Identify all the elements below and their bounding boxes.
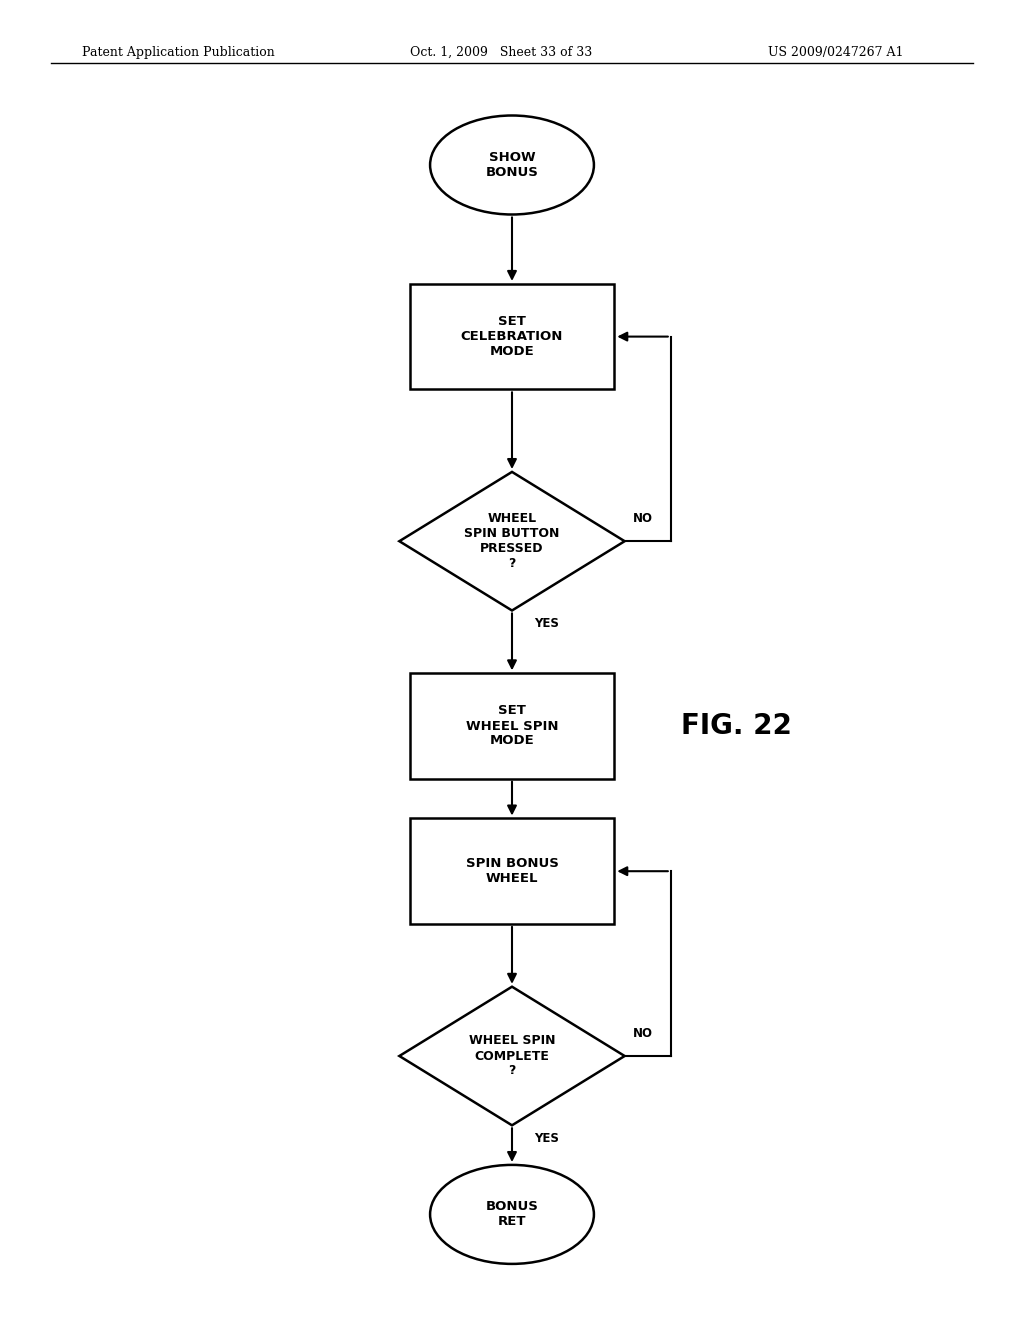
Text: Oct. 1, 2009   Sheet 33 of 33: Oct. 1, 2009 Sheet 33 of 33 [410, 46, 592, 59]
Text: SHOW
BONUS: SHOW BONUS [485, 150, 539, 180]
Text: YES: YES [535, 618, 559, 630]
Text: SPIN BONUS
WHEEL: SPIN BONUS WHEEL [466, 857, 558, 886]
Text: NO: NO [633, 1027, 653, 1040]
Text: BONUS
RET: BONUS RET [485, 1200, 539, 1229]
Text: NO: NO [633, 512, 653, 525]
Text: SET
WHEEL SPIN
MODE: SET WHEEL SPIN MODE [466, 705, 558, 747]
Text: SET
CELEBRATION
MODE: SET CELEBRATION MODE [461, 315, 563, 358]
Text: FIG. 22: FIG. 22 [681, 711, 792, 741]
Text: US 2009/0247267 A1: US 2009/0247267 A1 [768, 46, 903, 59]
Text: WHEEL
SPIN BUTTON
PRESSED
?: WHEEL SPIN BUTTON PRESSED ? [464, 512, 560, 570]
Text: WHEEL SPIN
COMPLETE
?: WHEEL SPIN COMPLETE ? [469, 1035, 555, 1077]
Text: YES: YES [535, 1131, 559, 1144]
Text: Patent Application Publication: Patent Application Publication [82, 46, 274, 59]
